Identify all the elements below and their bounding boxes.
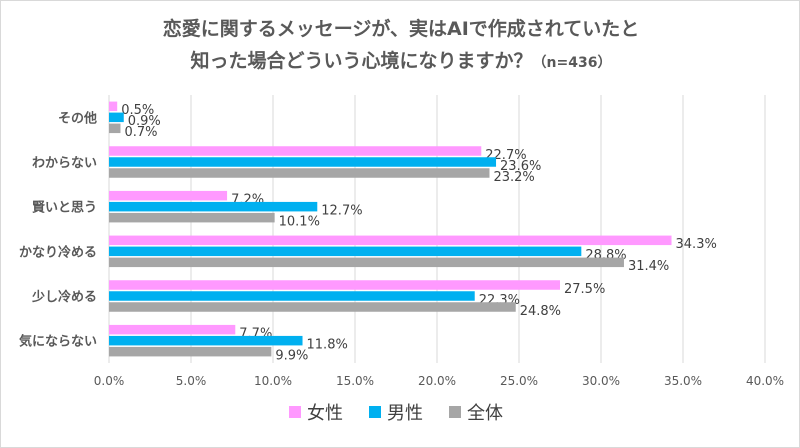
- x-tick-label: 20.0%: [418, 374, 456, 388]
- data-label: 31.4%: [628, 259, 669, 274]
- data-label: 10.1%: [279, 214, 320, 229]
- data-label: 27.5%: [564, 282, 605, 297]
- x-tick-label: 35.0%: [664, 374, 702, 388]
- bar-全体: [109, 257, 624, 268]
- category-label: 賢いと思う: [32, 200, 97, 216]
- category-label: 気にならない: [19, 334, 97, 350]
- x-tick-label: 0.0%: [94, 374, 125, 388]
- legend-swatch: [449, 406, 461, 418]
- legend-swatch: [369, 406, 381, 418]
- legend-label: 女性: [307, 403, 343, 424]
- bar-女性: [109, 235, 672, 246]
- data-label: 9.9%: [275, 348, 308, 363]
- data-label: 34.3%: [676, 237, 717, 252]
- chart-title: 恋愛に関するメッセージが、実はAIで作成されていたと 知った場合どういう心境にな…: [1, 13, 799, 79]
- data-label: 0.7%: [124, 125, 157, 140]
- sample-size: （n=436）: [532, 55, 612, 71]
- title-line-1: 恋愛に関するメッセージが、実はAIで作成されていたと: [162, 18, 640, 40]
- x-tick-label: 25.0%: [500, 374, 538, 388]
- bar-男性: [109, 157, 497, 167]
- bar-全体: [109, 346, 272, 357]
- data-label: 24.8%: [520, 304, 561, 319]
- bar-女性: [109, 190, 228, 201]
- x-tick-label: 5.0%: [176, 374, 207, 388]
- bar-男性: [109, 291, 475, 301]
- title-line-2: 知った場合どういう心境になりますか？（n=436）: [1, 45, 799, 79]
- category-label: わからない: [32, 156, 97, 171]
- bar-女性: [109, 101, 118, 112]
- x-tick-label: 40.0%: [746, 374, 784, 388]
- bar-女性: [109, 324, 236, 335]
- data-label: 12.7%: [321, 203, 362, 218]
- data-label: 11.8%: [307, 337, 348, 352]
- bar-全体: [109, 123, 121, 134]
- category-label: その他: [58, 110, 97, 126]
- x-tick-label: 15.0%: [336, 374, 374, 388]
- legend-label: 全体: [467, 403, 503, 424]
- legend-swatch: [289, 406, 301, 418]
- data-label: 0.9%: [128, 114, 161, 129]
- bar-全体: [109, 302, 516, 312]
- bar-女性: [109, 146, 482, 156]
- category-label: かなり冷める: [19, 244, 97, 260]
- bar-男性: [109, 112, 124, 123]
- bar-男性: [109, 246, 582, 257]
- bar-全体: [109, 212, 275, 223]
- data-label: 23.6%: [500, 159, 541, 174]
- x-tick-label: 30.0%: [582, 374, 620, 388]
- category-label: 少し冷める: [31, 289, 97, 305]
- x-tick-label: 10.0%: [254, 374, 292, 388]
- bar-女性: [109, 280, 560, 290]
- legend-label: 男性: [387, 403, 423, 424]
- title-line-2-text: 知った場合どういう心境になりますか？: [190, 50, 533, 72]
- bar-男性: [109, 335, 303, 346]
- data-label: 0.5%: [121, 103, 154, 118]
- bar-全体: [109, 168, 490, 178]
- data-label: 23.2%: [493, 170, 534, 185]
- bar-男性: [109, 201, 318, 212]
